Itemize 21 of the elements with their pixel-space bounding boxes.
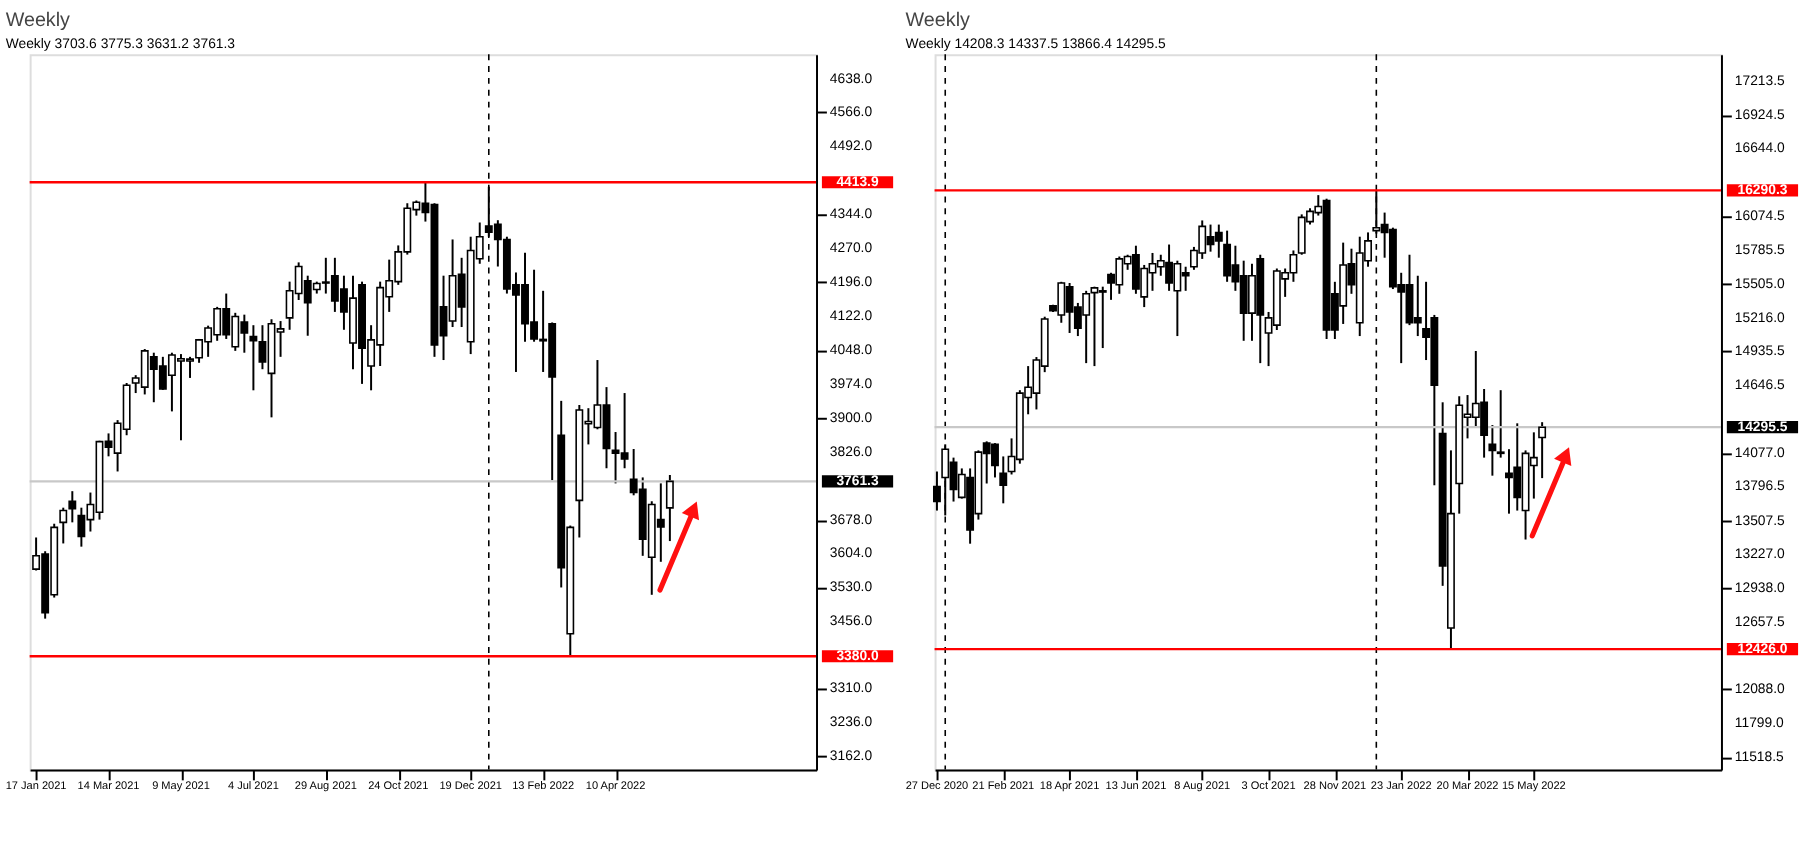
candlestick — [77, 506, 86, 548]
chart-title: Weekly — [905, 9, 971, 32]
candlestick — [1513, 422, 1522, 512]
candlestick — [1057, 280, 1066, 324]
candlestick — [1248, 262, 1256, 342]
candlestick — [1082, 289, 1091, 365]
candlestick — [249, 324, 258, 392]
candlestick — [1065, 282, 1074, 334]
candlestick — [1239, 259, 1248, 342]
candlestick — [1405, 253, 1414, 327]
candlestick — [656, 482, 665, 563]
candlestick — [665, 474, 674, 543]
candlestick — [620, 392, 629, 470]
candlestick — [1223, 229, 1232, 283]
candlestick — [68, 490, 77, 524]
candlestick — [1148, 251, 1157, 292]
chart-title: Weekly — [5, 9, 71, 32]
candlestick — [1297, 213, 1306, 256]
candlestick — [1115, 255, 1124, 295]
candlestick — [59, 506, 68, 545]
candlestick — [1505, 448, 1513, 515]
